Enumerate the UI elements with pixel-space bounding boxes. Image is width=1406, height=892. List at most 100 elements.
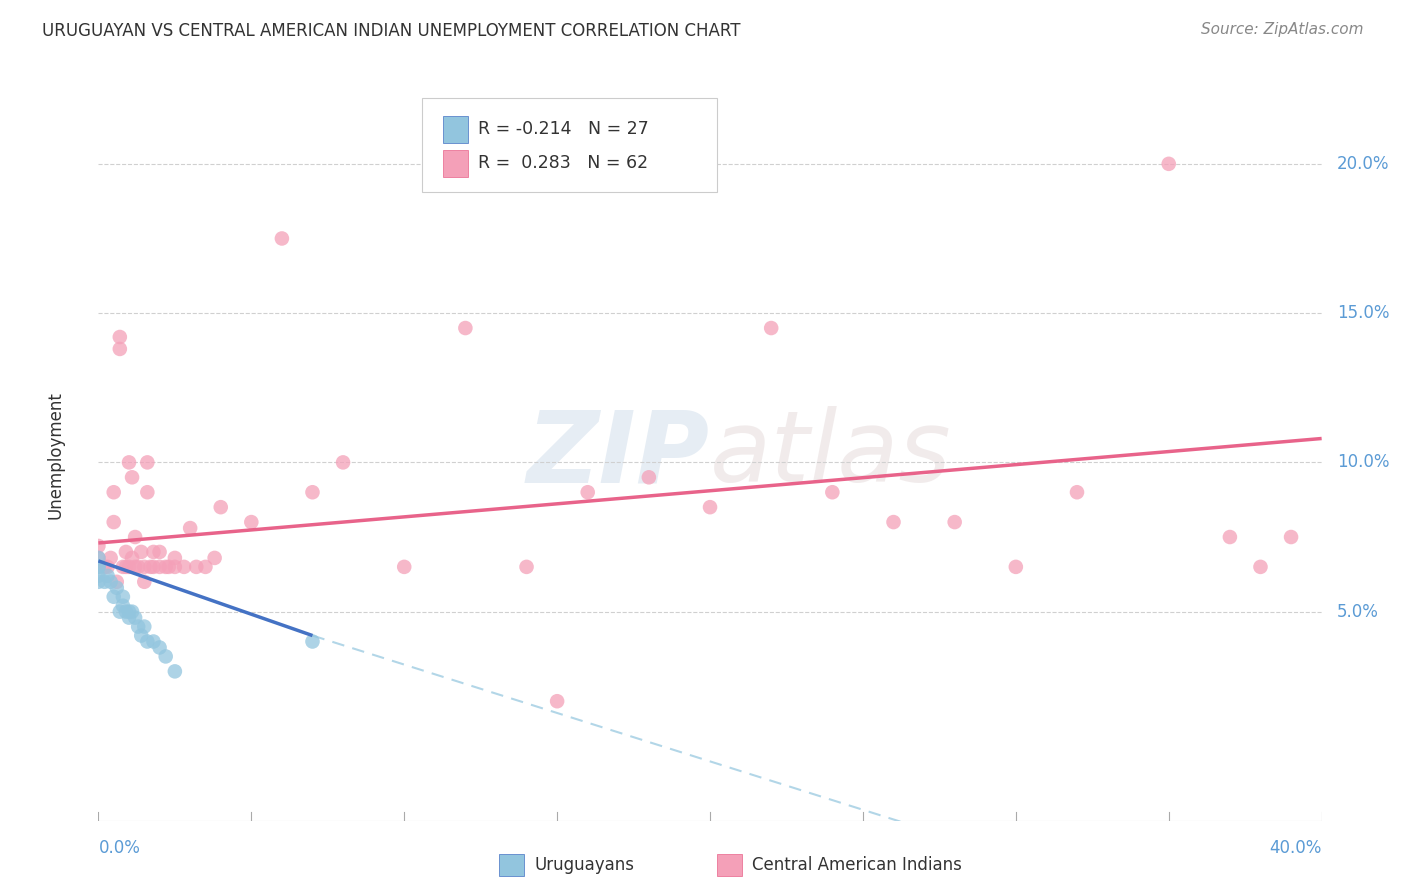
Point <box>124 610 146 624</box>
Point <box>87 569 110 583</box>
Point <box>155 560 177 574</box>
Point <box>136 455 159 469</box>
Point <box>111 599 134 613</box>
Point <box>194 560 217 574</box>
Point <box>139 560 162 574</box>
Point <box>121 605 143 619</box>
Point <box>87 560 110 574</box>
Point <box>115 560 138 574</box>
Text: 5.0%: 5.0% <box>1337 603 1379 621</box>
Text: URUGUAYAN VS CENTRAL AMERICAN INDIAN UNEMPLOYMENT CORRELATION CHART: URUGUAYAN VS CENTRAL AMERICAN INDIAN UNE… <box>42 22 741 40</box>
Point <box>115 545 138 559</box>
Point <box>118 610 141 624</box>
Point <box>157 560 180 574</box>
Point <box>87 550 110 565</box>
Point <box>118 455 141 469</box>
Text: Central American Indians: Central American Indians <box>752 856 962 874</box>
Point <box>1219 530 1241 544</box>
Point <box>1066 485 1088 500</box>
Point <box>118 560 141 574</box>
Point <box>179 521 201 535</box>
Point <box>943 515 966 529</box>
Point <box>142 560 165 574</box>
Point <box>100 550 122 565</box>
Text: 20.0%: 20.0% <box>1337 155 1389 173</box>
Point <box>301 485 323 500</box>
Point <box>97 560 120 574</box>
Point <box>173 560 195 574</box>
Point <box>163 560 186 574</box>
Text: Uruguayans: Uruguayans <box>534 856 634 874</box>
Point <box>1249 560 1271 574</box>
Point <box>103 590 125 604</box>
Point <box>121 550 143 565</box>
Text: R = -0.214   N = 27: R = -0.214 N = 27 <box>478 120 648 138</box>
Text: 0.0%: 0.0% <box>98 838 141 856</box>
Point <box>108 605 131 619</box>
Point <box>87 560 110 574</box>
Point <box>1004 560 1026 574</box>
Point <box>149 545 172 559</box>
Point <box>155 649 177 664</box>
Point <box>240 515 263 529</box>
Point <box>118 605 141 619</box>
Text: 10.0%: 10.0% <box>1337 453 1389 471</box>
Point <box>134 560 156 574</box>
Point <box>115 605 138 619</box>
Text: 40.0%: 40.0% <box>1270 838 1322 856</box>
Point <box>301 634 323 648</box>
Point <box>108 330 131 344</box>
Point <box>516 560 538 574</box>
Point <box>332 455 354 469</box>
Point <box>1279 530 1302 544</box>
Point <box>111 590 134 604</box>
Point <box>124 560 146 574</box>
Point <box>103 515 125 529</box>
Point <box>149 640 172 655</box>
Point <box>105 574 128 589</box>
Point <box>163 665 186 679</box>
Point <box>136 485 159 500</box>
Point <box>129 628 152 642</box>
Point <box>136 634 159 648</box>
Point <box>576 485 599 500</box>
Point <box>454 321 477 335</box>
Point <box>100 574 122 589</box>
Point <box>637 470 661 484</box>
Point <box>87 539 110 553</box>
Point <box>124 530 146 544</box>
Text: 15.0%: 15.0% <box>1337 304 1389 322</box>
Text: R =  0.283   N = 62: R = 0.283 N = 62 <box>478 154 648 172</box>
Point <box>142 634 165 648</box>
Point <box>93 574 115 589</box>
Point <box>97 569 120 583</box>
Point <box>204 550 226 565</box>
Point <box>108 342 131 356</box>
Point <box>134 619 156 633</box>
Point <box>142 545 165 559</box>
Point <box>546 694 568 708</box>
Text: Source: ZipAtlas.com: Source: ZipAtlas.com <box>1201 22 1364 37</box>
Point <box>87 574 110 589</box>
Text: ZIP: ZIP <box>527 407 710 503</box>
Point <box>392 560 416 574</box>
Point <box>127 560 149 574</box>
Point <box>270 231 292 245</box>
Point <box>103 485 125 500</box>
Point <box>111 560 134 574</box>
Point <box>759 321 782 335</box>
Point <box>149 560 172 574</box>
Text: Unemployment: Unemployment <box>46 391 65 519</box>
Point <box>121 470 143 484</box>
Point <box>209 500 232 515</box>
Point <box>1157 157 1180 171</box>
Point <box>163 550 186 565</box>
Text: atlas: atlas <box>710 407 952 503</box>
Point <box>129 545 152 559</box>
Point <box>134 574 156 589</box>
Point <box>821 485 844 500</box>
Point <box>87 550 110 565</box>
Point <box>127 619 149 633</box>
Point <box>93 560 115 574</box>
Point <box>87 560 110 574</box>
